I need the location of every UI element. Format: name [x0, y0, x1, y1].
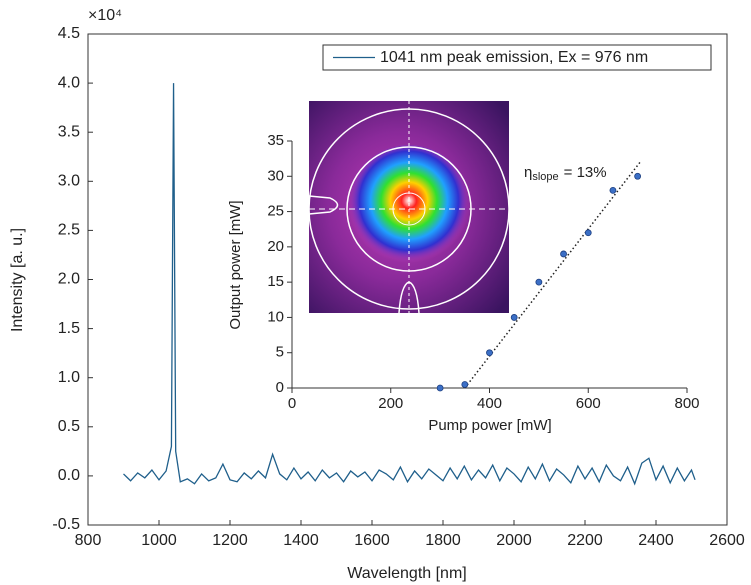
y-tick-label: 5 — [276, 344, 284, 361]
beam-image — [308, 101, 510, 314]
annotation-symbol: η — [524, 164, 532, 181]
x-tick-label: 2400 — [638, 532, 674, 549]
point — [634, 172, 642, 180]
point — [436, 384, 444, 392]
point — [535, 278, 543, 286]
y-tick-label: -0.5 — [52, 516, 80, 533]
y-tick-label: 35 — [267, 132, 284, 149]
x-tick-label: 400 — [477, 395, 502, 412]
y-tick-label: 0 — [276, 379, 284, 396]
y-axis-label: Output power [mW] — [227, 200, 244, 329]
x-tick-label: 200 — [378, 395, 403, 412]
point — [609, 186, 617, 194]
y-tick-label: 2.0 — [58, 271, 80, 288]
y-tick-label: 4.5 — [58, 25, 80, 42]
x-tick-label: 2600 — [709, 532, 745, 549]
y-tick-label: 15 — [267, 273, 284, 290]
x-tick-label: 2000 — [496, 532, 532, 549]
y-tick-label: 30 — [267, 167, 284, 184]
y-axis-label: Intensity [a. u.] — [9, 228, 26, 332]
annotation-subscript: slope — [532, 171, 558, 183]
y-tick-label: 4.0 — [58, 74, 80, 91]
point — [560, 250, 567, 258]
y-tick-label: 0.0 — [58, 467, 80, 484]
y-tick-label: 10 — [267, 308, 284, 325]
point — [584, 229, 592, 237]
x-axis-label: Wavelength [nm] — [347, 565, 466, 582]
x-tick-label: 1800 — [425, 532, 461, 549]
x-tick-label: 2200 — [567, 532, 603, 549]
legend-label: 1041 nm peak emission, Ex = 976 nm — [380, 49, 648, 66]
point — [461, 381, 469, 388]
annotation-text: = 13% — [564, 164, 607, 181]
x-tick-label: 800 — [75, 532, 102, 549]
y-tick-label: 1.0 — [58, 369, 80, 386]
y-tick-label: 20 — [267, 238, 284, 255]
inset: 0 200 400 600 800 0 5 10 15 20 25 30 35 Pump power [m… — [227, 132, 700, 434]
x-tick-label: 600 — [576, 395, 601, 412]
y-tick-label: 25 — [267, 203, 284, 220]
y-tick-label: 3.0 — [58, 173, 80, 190]
annotation: ηslope = 13% — [524, 164, 607, 183]
legend-box — [322, 44, 712, 71]
y-tick-label: 3.5 — [58, 123, 80, 140]
point — [486, 349, 493, 357]
x-tick-label: 800 — [674, 395, 699, 412]
y-multiplier: ×10⁴ — [88, 7, 122, 24]
x-tick-label: 1200 — [212, 532, 248, 549]
series-line — [123, 83, 696, 486]
point — [510, 314, 518, 321]
y-tick-label: 1.5 — [58, 320, 80, 337]
x-tick-label: 0 — [288, 395, 296, 412]
y-tick-label: 2.5 — [58, 222, 80, 239]
x-tick-label: 1400 — [283, 532, 319, 549]
x-axis-label: Pump power [mW] — [428, 417, 551, 434]
x-tick-label: 1600 — [354, 532, 390, 549]
y-tick-label: 0.5 — [58, 418, 80, 435]
x-tick-label: 1000 — [141, 532, 177, 549]
